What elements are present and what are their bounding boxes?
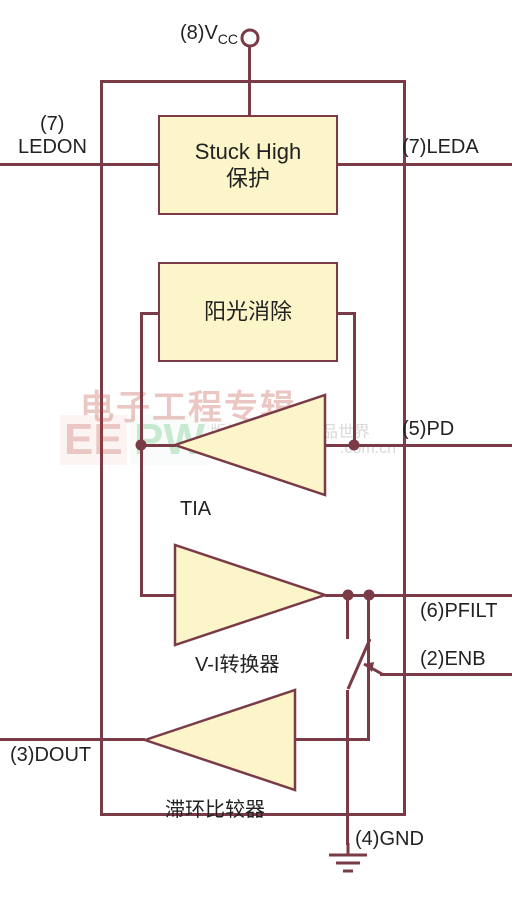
- block-sunlight: 阳光消除: [158, 262, 338, 362]
- pin-label-ledon-name: LEDON: [18, 136, 87, 159]
- pin-label-ledon-num: (7): [40, 113, 64, 136]
- stuck-high-line1: Stuck High: [195, 138, 301, 166]
- tia-label: TIA: [180, 498, 211, 521]
- vi-label: V-I转换器: [195, 648, 279, 677]
- wire-left-bus-v: [140, 312, 143, 597]
- hyst-label: 滞环比较器: [165, 793, 265, 822]
- wire-enb: [380, 673, 512, 676]
- stuck-high-line2: 保护: [226, 165, 270, 193]
- node-left-bus: [134, 438, 148, 452]
- block-stuck-high: Stuck High 保护: [158, 115, 338, 215]
- watermark-logo1: EE: [60, 415, 127, 465]
- vcc-terminal-circle: [240, 28, 260, 48]
- pin-label-pfilt: (6)PFILT: [420, 600, 497, 623]
- wire-ledon: [0, 163, 158, 166]
- wire-hyst-in-v: [367, 594, 370, 741]
- diagram-canvas: (8)VCC Stuck High 保护 (7) LEDON (7)LEDA 阳…: [0, 0, 512, 898]
- vi-triangle: [175, 545, 325, 645]
- wire-hyst-in-h: [295, 738, 369, 741]
- pin-label-dout: (3)DOUT: [10, 744, 91, 767]
- vcc-sub: CC: [218, 31, 238, 47]
- hyst-triangle: [145, 690, 295, 790]
- wire-switch-bottom: [346, 690, 349, 845]
- wire-dout: [0, 738, 145, 741]
- switch-symbol: [330, 634, 382, 694]
- gnd-symbol: [325, 843, 371, 879]
- wire-switch-top: [346, 594, 349, 639]
- wire-leda: [338, 163, 512, 166]
- wire-pd: [353, 444, 512, 447]
- sunlight-line1: 阳光消除: [204, 298, 292, 326]
- vcc-text: (8)V: [180, 22, 218, 44]
- pin-label-leda: (7)LEDA: [402, 136, 479, 159]
- wire-right-bus-v: [353, 312, 356, 446]
- pin-label-enb: (2)ENB: [420, 648, 486, 671]
- node-pd: [347, 438, 361, 452]
- pin-label-pd: (5)PD: [402, 418, 454, 441]
- pin-label-vcc: (8)VCC: [180, 22, 238, 47]
- tia-triangle: [175, 395, 325, 495]
- wire-vcc: [248, 45, 251, 115]
- wire-left-to-vi-in: [140, 594, 176, 597]
